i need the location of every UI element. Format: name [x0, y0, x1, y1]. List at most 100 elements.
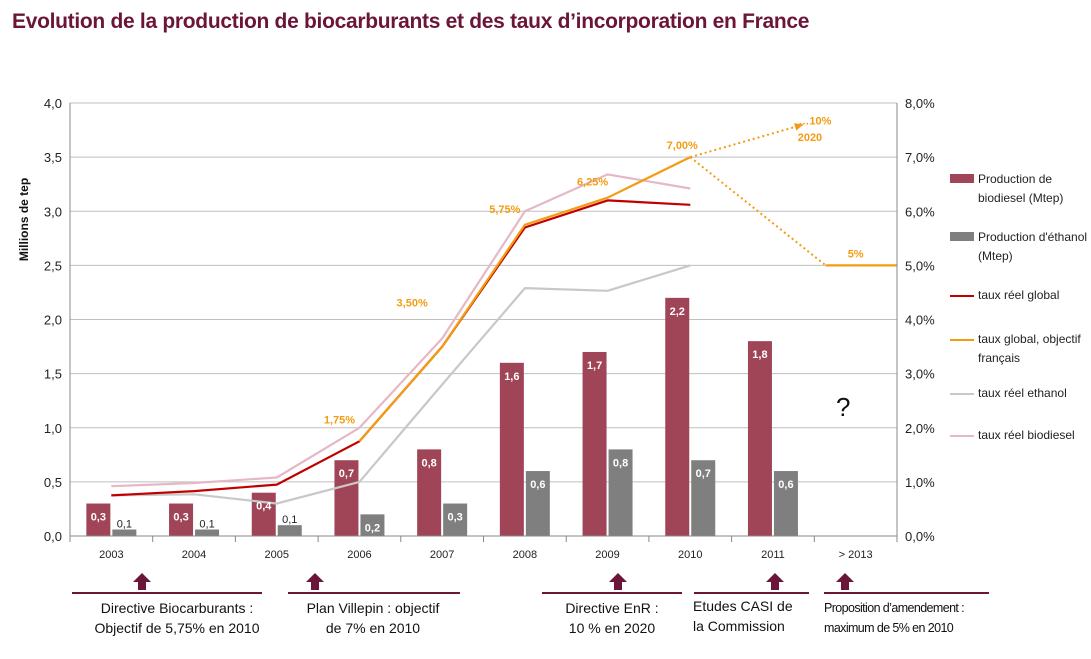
annotation-label: 1,75%: [324, 414, 355, 426]
y2-tick-label: 7,0%: [905, 150, 935, 165]
annotation-label: 5,75%: [489, 204, 520, 216]
bar-ethanol: [608, 449, 633, 536]
milestone-5-line2: maximum de 5% en 2010: [824, 621, 954, 635]
legend-taux-reel-ethanol-swatch: [950, 393, 974, 395]
x-tick-label: 2007: [430, 549, 454, 561]
x-tick-label: > 2013: [839, 549, 873, 561]
bar-ethanol: [773, 471, 798, 536]
legend-taux-reel-biodiesel-swatch: [950, 435, 974, 437]
milestone-4-line2: la Commission: [693, 618, 785, 634]
bar-label-ethanol: 0,8: [613, 457, 628, 469]
x-tick-label: 2006: [347, 549, 371, 561]
y-tick-label: 3,0: [44, 204, 62, 219]
milestone-5-arrow-stem: [841, 582, 849, 590]
legend-ethanol-label: Production d'éthanol (Mtep): [978, 230, 1088, 263]
bar-biodiesel: [251, 492, 276, 536]
annotation-label: …10%: [798, 116, 831, 128]
bar-label-ethanol: 0,1: [199, 519, 214, 531]
milestone-5-arrow-icon: [836, 573, 854, 582]
bar-label-biodiesel: 0,3: [91, 512, 106, 524]
legend-taux-reel-ethanol-label: taux réel ethanol: [978, 386, 1067, 400]
legend-ethanol-swatch: [950, 232, 974, 241]
y2-tick-label: 4,0%: [905, 313, 935, 328]
y2-tick-label: 5,0%: [905, 258, 935, 273]
annotation-label: 5%: [848, 248, 864, 260]
legend-biodiesel: Production de biodiesel (Mtep): [950, 170, 1090, 216]
y-tick-label: 0,5: [44, 475, 62, 490]
bar-label-biodiesel: 0,7: [339, 468, 354, 480]
y2-tick-label: 2,0%: [905, 421, 935, 436]
milestone-2-arrow-icon: [306, 573, 324, 582]
legend-taux-reel-biodiesel: taux réel biodiesel: [950, 426, 1090, 456]
legend-taux-global-objectif-label: taux global, objectif français: [978, 332, 1081, 365]
bar-label-biodiesel: 1,8: [752, 349, 767, 361]
milestone-2-arrow-stem: [311, 582, 319, 590]
x-tick-label: 2011: [761, 549, 785, 561]
y2-tick-label: 6,0%: [905, 204, 935, 219]
x-tick-label: 2004: [182, 549, 206, 561]
milestone-5: Proposition d’amendement : maximum de 5%…: [820, 598, 999, 638]
bar-label-biodiesel: 1,7: [587, 360, 602, 372]
y-tick-label: 2,5: [44, 258, 62, 273]
bar-ethanol: [112, 529, 137, 536]
y2-tick-label: 1,0%: [905, 475, 935, 490]
bar-label-biodiesel: 1,6: [504, 371, 519, 383]
legend-taux-reel-biodiesel-label: taux réel biodiesel: [978, 428, 1075, 442]
milestone-2: Plan Villepin : objectif de 7% en 2010: [288, 598, 458, 638]
milestone-1-rule: [72, 592, 262, 594]
projection-line: [689, 156, 827, 267]
legend-taux-reel-global: taux réel global: [950, 286, 1090, 324]
bar-biodiesel: [86, 503, 111, 536]
legend-biodiesel-label: Production de biodiesel (Mtep): [978, 172, 1064, 205]
bar-ethanol: [277, 525, 302, 536]
bar-ethanol: [691, 460, 716, 536]
bar-biodiesel: [169, 503, 194, 536]
bar-ethanol: [195, 529, 220, 536]
question-mark: ?: [836, 392, 851, 422]
projection-line: [689, 123, 804, 159]
y-tick-label: 2,0: [44, 313, 62, 328]
milestone-3-arrow-icon: [609, 573, 627, 582]
y-axis-label: Millions de tep: [17, 178, 31, 261]
annotation-label: 2020: [798, 132, 822, 144]
bar-ethanol: [360, 514, 385, 536]
bar-biodiesel: [499, 362, 524, 536]
line-taux-reel-ethanol: [111, 264, 691, 505]
milestone-4-rule: [694, 592, 809, 594]
annotation-label: 6,25%: [577, 177, 608, 189]
legend-ethanol: Production d'éthanol (Mtep): [950, 228, 1090, 276]
bar-label-ethanol: 0,1: [282, 514, 297, 526]
legend-taux-reel-ethanol: taux réel ethanol: [950, 384, 1090, 418]
y-tick-label: 4,0: [44, 96, 62, 111]
projection-arrow-icon: [794, 123, 803, 131]
milestone-1-arrow-icon: [133, 573, 151, 582]
bar-label-biodiesel: 0,3: [173, 512, 188, 524]
y2-tick-label: 3,0%: [905, 367, 935, 382]
milestone-4-line1: Etudes CASI de: [693, 598, 793, 614]
bar-label-ethanol: 0,6: [530, 479, 545, 491]
milestone-3-rule: [542, 592, 682, 594]
x-tick-label: 2005: [265, 549, 289, 561]
bar-label-ethanol: 0,7: [696, 468, 711, 480]
bar-ethanol: [443, 503, 468, 536]
bar-ethanol: [525, 471, 550, 536]
milestone-2-line2: de 7% en 2010: [325, 620, 421, 636]
milestone-3-line1: Directive EnR :: [565, 600, 659, 616]
bar-label-biodiesel: 2,2: [670, 306, 685, 318]
legend-taux-global-objectif-swatch: [950, 339, 974, 341]
y-tick-label: 0,0: [44, 529, 62, 544]
y-tick-label: 1,0: [44, 421, 62, 436]
milestone-2-rule: [288, 592, 460, 594]
bar-biodiesel: [334, 460, 359, 536]
milestone-5-rule: [824, 592, 989, 594]
milestone-3-arrow-stem: [614, 582, 622, 590]
x-tick-label: 2008: [513, 549, 537, 561]
bar-biodiesel: [417, 449, 442, 536]
bar-label-ethanol: 0,3: [448, 512, 463, 524]
bar-label-biodiesel: 0,8: [422, 457, 437, 469]
bar-biodiesel: [582, 351, 607, 536]
x-tick-label: 2003: [99, 549, 123, 561]
line-taux-global-objectif: [358, 156, 691, 443]
legend-taux-reel-global-label: taux réel global: [978, 288, 1060, 302]
